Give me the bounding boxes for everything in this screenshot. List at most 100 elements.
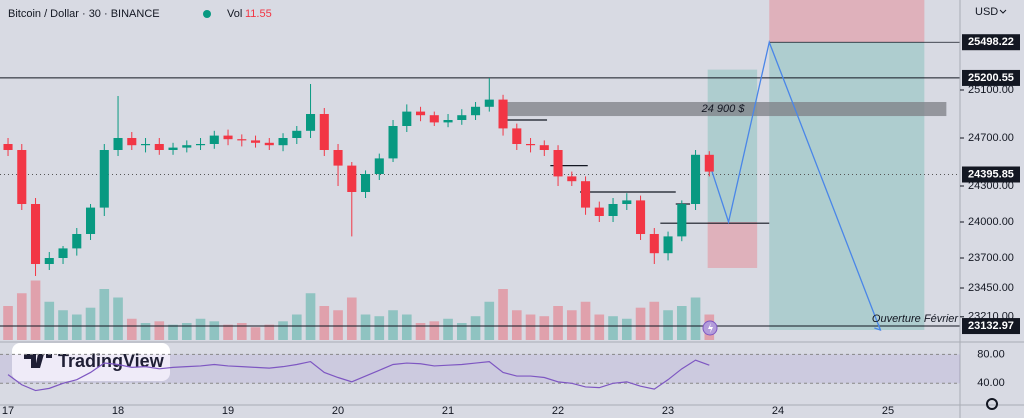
candle-body bbox=[526, 144, 536, 146]
volume-bar bbox=[580, 301, 591, 340]
currency[interactable]: USD bbox=[975, 6, 998, 18]
candle-body bbox=[581, 181, 591, 208]
volume-bar bbox=[470, 316, 481, 340]
volume-bar bbox=[99, 289, 110, 340]
volume-bar bbox=[126, 318, 137, 340]
volume-bar bbox=[346, 297, 357, 340]
volume-bar bbox=[85, 307, 96, 340]
candle-body bbox=[567, 176, 577, 182]
volume-bar bbox=[553, 306, 563, 340]
rsi-band bbox=[0, 354, 960, 384]
volume-bar bbox=[140, 323, 151, 340]
volume-value: 11.55 bbox=[245, 8, 272, 20]
currency-chevron[interactable] bbox=[999, 9, 1007, 14]
candle-body bbox=[85, 207, 96, 235]
candle-body bbox=[140, 144, 151, 146]
volume-bar bbox=[250, 327, 261, 340]
price-tag-label: 24395.85 bbox=[968, 168, 1014, 180]
candle-body bbox=[539, 145, 549, 151]
rsi-line bbox=[7, 359, 710, 392]
x-tick-label: 22 bbox=[552, 405, 564, 417]
volume-bar bbox=[291, 314, 302, 340]
volume-bar bbox=[30, 280, 41, 340]
candle-body bbox=[347, 165, 357, 193]
volume-bar bbox=[388, 310, 398, 340]
volume-bar bbox=[195, 318, 206, 340]
volume-bar bbox=[168, 324, 178, 340]
x-tick-label: 17 bbox=[2, 405, 14, 417]
candle-body bbox=[649, 234, 659, 254]
price-tag bbox=[962, 34, 1020, 51]
volume-bar bbox=[443, 318, 453, 340]
volume-bar bbox=[511, 310, 522, 340]
x-tick-label: 19 bbox=[222, 405, 234, 417]
candle-body bbox=[251, 140, 261, 143]
volume-bar bbox=[663, 310, 673, 340]
candle-body bbox=[306, 114, 316, 131]
volume-bar bbox=[690, 297, 701, 340]
brand-logo bbox=[24, 354, 52, 368]
candle-body bbox=[429, 115, 439, 123]
volume-bar bbox=[209, 321, 220, 340]
candle-body bbox=[704, 154, 714, 172]
candle-body bbox=[443, 120, 453, 123]
volume-bar bbox=[566, 310, 577, 340]
volume-bar bbox=[374, 316, 385, 340]
candle-body bbox=[319, 114, 329, 151]
candle-body bbox=[195, 144, 206, 146]
candle-body bbox=[512, 128, 522, 145]
candle-body bbox=[182, 145, 192, 148]
rsi-tick-label: 80.00 bbox=[977, 348, 1005, 360]
candle-body bbox=[127, 138, 137, 146]
volume-bar bbox=[154, 321, 165, 340]
candle-body bbox=[471, 106, 481, 116]
price-tag bbox=[962, 69, 1020, 86]
candle-body bbox=[237, 139, 247, 141]
position-lower bbox=[707, 222, 758, 268]
position-upper bbox=[769, 0, 925, 43]
price-tag-label: 25498.22 bbox=[968, 36, 1014, 48]
volume-bar bbox=[264, 324, 275, 340]
volume-bar bbox=[278, 321, 288, 340]
candle-body bbox=[622, 200, 632, 205]
candle-body bbox=[278, 138, 288, 146]
volume-bar bbox=[649, 301, 660, 340]
volume-bar bbox=[305, 293, 316, 340]
candle-body bbox=[333, 150, 343, 166]
candle-body bbox=[361, 174, 371, 193]
volume-bar bbox=[236, 323, 247, 340]
volume-bar bbox=[415, 323, 426, 340]
y-tick-label: 23450.00 bbox=[968, 282, 1014, 294]
projection-path bbox=[711, 39, 881, 331]
volume-bar bbox=[498, 289, 508, 340]
volume-bar bbox=[621, 318, 632, 340]
status-dot bbox=[203, 10, 211, 18]
y-tick-label: 24000.00 bbox=[968, 216, 1014, 228]
volume-bar bbox=[635, 307, 646, 340]
rsi-tick-label: 40.00 bbox=[977, 377, 1005, 389]
candle-body bbox=[223, 135, 233, 140]
candle-body bbox=[636, 200, 646, 235]
volume-bar bbox=[608, 316, 618, 340]
plot: 24 900 $ Ouverture Février bbox=[0, 0, 960, 340]
volume-bar bbox=[319, 306, 330, 340]
settings-icon[interactable] bbox=[986, 398, 998, 410]
volume-bar bbox=[594, 314, 605, 340]
volume-bar bbox=[456, 323, 467, 340]
volume-bar bbox=[223, 324, 233, 340]
gear[interactable] bbox=[986, 398, 998, 410]
price-tag-label: 23132.97 bbox=[968, 320, 1014, 332]
volume-bar bbox=[181, 323, 192, 340]
candle-body bbox=[677, 204, 687, 237]
x-tick-label: 24 bbox=[772, 405, 784, 417]
volume-bar bbox=[360, 314, 371, 340]
candle-body bbox=[594, 207, 604, 217]
candle-body bbox=[416, 111, 426, 116]
y-tick-label: 25100.00 bbox=[968, 84, 1014, 96]
volume-bar bbox=[484, 301, 495, 340]
volume-bar bbox=[676, 306, 687, 340]
candle-body bbox=[30, 204, 41, 265]
volume-bar bbox=[113, 297, 123, 340]
